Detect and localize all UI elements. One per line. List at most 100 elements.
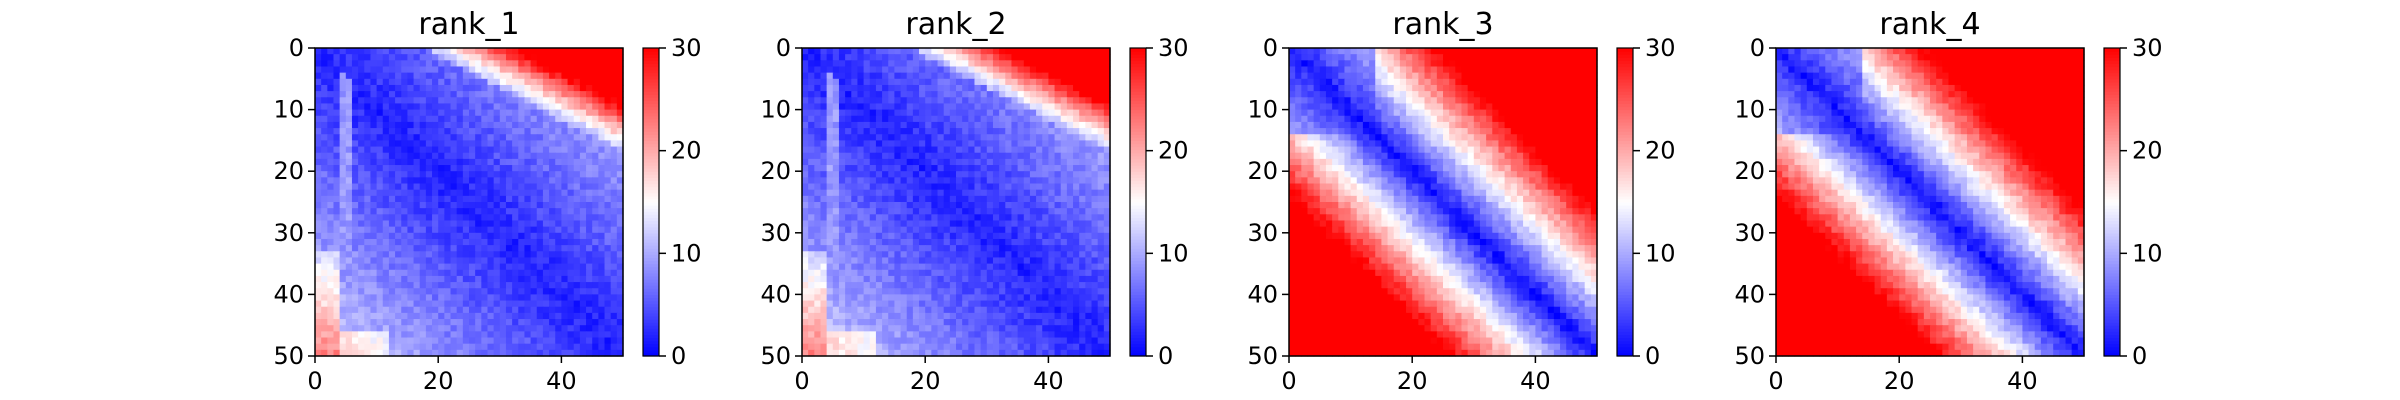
heatmap-cell	[487, 214, 495, 222]
heatmap-cell	[425, 195, 433, 203]
heatmap-cell	[1066, 152, 1074, 160]
heatmap-cell	[820, 72, 828, 80]
heatmap-cell	[432, 115, 439, 123]
heatmap-cell	[986, 84, 994, 92]
heatmap-cell	[875, 177, 883, 185]
heatmap-cell	[882, 269, 889, 277]
heatmap-cell	[1073, 232, 1080, 240]
heatmap-cell	[376, 269, 384, 277]
heatmap-cell	[518, 312, 526, 320]
heatmap-cell	[999, 128, 1006, 135]
heatmap-cell	[986, 152, 994, 160]
colorbar-segment	[643, 51, 659, 55]
heatmap-cell	[980, 183, 988, 191]
heatmap-cell	[456, 202, 464, 209]
heatmap-cell	[401, 319, 408, 326]
heatmap-cell	[1054, 152, 1062, 160]
heatmap-cell	[875, 158, 883, 166]
heatmap-cell	[820, 97, 828, 105]
heatmap-cell	[857, 171, 865, 178]
heatmap-cell	[345, 66, 353, 74]
heatmap-cell	[413, 232, 421, 240]
heatmap-cell	[456, 251, 464, 259]
heatmap-cell	[579, 60, 587, 68]
heatmap-cell	[388, 263, 396, 271]
heatmap-cell	[339, 232, 347, 240]
heatmap-cell	[413, 121, 421, 129]
heatmap-cell	[481, 282, 489, 289]
heatmap-cell	[505, 183, 513, 191]
heatmap-cell	[432, 97, 439, 105]
heatmap-cell	[992, 202, 1000, 209]
heatmap-cell	[456, 226, 464, 234]
heatmap-cell	[450, 72, 458, 80]
heatmap-cell	[1017, 282, 1025, 289]
heatmap-cell	[826, 325, 834, 332]
heatmap-cell	[956, 195, 963, 203]
heatmap-cell	[992, 208, 1000, 215]
heatmap-cell	[407, 208, 415, 215]
heatmap-cell	[321, 78, 328, 86]
heatmap-cell	[573, 214, 581, 222]
heatmap-cell	[851, 306, 859, 314]
heatmap-cell	[481, 300, 489, 308]
heatmap-cell	[327, 257, 335, 265]
heatmap-cell	[339, 343, 347, 351]
heatmap-cell	[401, 294, 408, 302]
heatmap-cell	[943, 214, 951, 222]
heatmap-cell	[598, 158, 606, 166]
heatmap-cell	[1097, 54, 1105, 61]
heatmap-cell	[321, 103, 328, 111]
heatmap-cell	[1054, 60, 1062, 68]
heatmap-cell	[567, 152, 575, 160]
heatmap-cell	[986, 177, 994, 185]
heatmap-cell	[1103, 312, 1111, 320]
heatmap-cell	[555, 220, 562, 228]
heatmap-cell	[573, 337, 581, 345]
heatmap-cell	[388, 325, 396, 332]
heatmap-cell	[327, 214, 335, 222]
heatmap-cell	[888, 269, 895, 277]
heatmap-cell	[364, 312, 372, 320]
heatmap-cell	[616, 152, 624, 160]
heatmap-cell	[604, 306, 612, 314]
heatmap-cell	[931, 128, 939, 135]
heatmap-cell	[851, 91, 859, 98]
heatmap-cell	[456, 245, 464, 252]
heatmap-cell	[407, 140, 415, 148]
heatmap-cell	[1036, 152, 1043, 160]
heatmap-cell	[1060, 165, 1068, 172]
heatmap-cell	[315, 84, 322, 92]
heatmap-cell	[358, 109, 365, 117]
heatmap-cell	[845, 331, 852, 339]
heatmap-cell	[1029, 84, 1037, 92]
heatmap-cell	[315, 103, 322, 111]
heatmap-cell	[315, 294, 322, 302]
heatmap-cell	[456, 263, 464, 271]
heatmap-cell	[413, 103, 421, 111]
heatmap-cell	[814, 337, 822, 345]
heatmap-cell	[919, 226, 926, 234]
heatmap-cell	[456, 140, 464, 148]
heatmap-cell	[592, 220, 599, 228]
heatmap-cell	[438, 263, 445, 271]
heatmap-cell	[450, 319, 458, 326]
heatmap-cell	[518, 275, 526, 283]
heatmap-cell	[388, 238, 396, 246]
heatmap-cell	[845, 183, 852, 191]
heatmap-cell	[1073, 171, 1080, 178]
heatmap-cell	[1085, 60, 1093, 68]
heatmap-cell	[339, 146, 347, 154]
heatmap-cell	[1073, 214, 1080, 222]
heatmap-cell	[956, 183, 963, 191]
heatmap-cell	[592, 72, 599, 80]
heatmap-cell	[450, 349, 458, 357]
heatmap-cell	[1085, 48, 1093, 55]
heatmap-cell	[888, 294, 895, 302]
heatmap-cell	[1066, 220, 1074, 228]
heatmap-cell	[820, 208, 828, 215]
heatmap-cell	[851, 84, 859, 92]
heatmap-cell	[536, 214, 544, 222]
heatmap-cell	[401, 128, 408, 135]
heatmap-cell	[413, 331, 421, 339]
